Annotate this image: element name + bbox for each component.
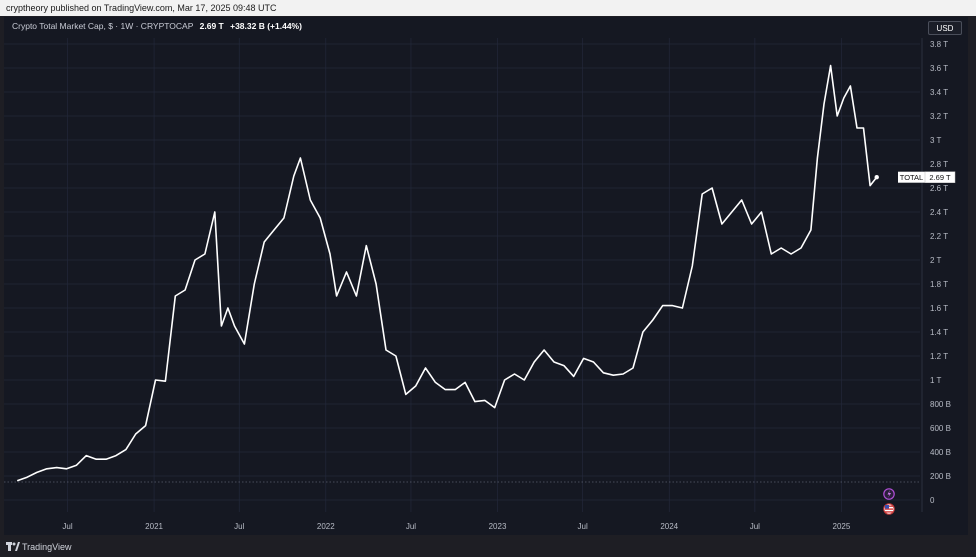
last-label-value: 2.69 T [929,173,951,182]
legend-title: Crypto Total Market Cap, $ · 1W · CRYPTO… [12,21,194,31]
currency-button[interactable]: USD [928,21,962,35]
x-tick-label: 2025 [833,522,851,531]
y-tick-label: 1.8 T [930,280,948,289]
y-tick-label: 3.6 T [930,64,948,73]
y-tick-label: 2.4 T [930,208,948,217]
published-text: cryptheory published on TradingView.com,… [6,3,277,13]
y-tick-label: 1.4 T [930,328,948,337]
x-tick-label: 2022 [317,522,335,531]
lightning-icon[interactable] [883,488,895,500]
footer-bar: TradingView [0,537,976,557]
last-point [874,175,879,180]
x-tick-label: Jul [234,522,244,531]
y-tick-label: 3.4 T [930,88,948,97]
chart-legend: Crypto Total Market Cap, $ · 1W · CRYPTO… [12,21,302,31]
brand-name[interactable]: TradingView [22,542,72,552]
y-tick-label: 800 B [930,400,951,409]
y-tick-label: 400 B [930,448,951,457]
y-tick-label: 2 T [930,256,942,265]
last-label-name: TOTAL [900,173,923,182]
time-axis: Jul 2021 Jul 2022 Jul 2023 Jul 2024 Jul 2025 [62,522,850,531]
y-tick-label: 2.6 T [930,184,948,193]
y-tick-label: 3.2 T [930,112,948,121]
series-points [874,175,879,180]
y-tick-label: 0 [930,496,935,505]
x-tick-label: Jul [750,522,760,531]
last-value-label: TOTAL 2.69 T [898,171,956,183]
published-header: cryptheory published on TradingView.com,… [0,0,976,16]
x-tick-label: 2021 [145,522,163,531]
y-tick-label: 1.6 T [930,304,948,313]
y-tick-label: 1 T [930,376,942,385]
x-tick-label: 2023 [489,522,507,531]
us-flag-icon[interactable] [883,503,895,515]
legend-value: 2.69 T [199,21,224,31]
y-tick-label: 2.8 T [930,160,948,169]
tradingview-logo-icon[interactable] [6,542,20,552]
x-tick-label: 2024 [660,522,678,531]
series-line-total [16,64,878,482]
y-tick-label: 600 B [930,424,951,433]
y-tick-label: 3.8 T [930,40,948,49]
last-label-value-box [924,171,956,183]
chart-grid [4,38,920,512]
x-tick-label: Jul [62,522,72,531]
chart-panel[interactable] [4,17,968,535]
last-label-name-box [898,171,925,183]
y-tick-label: 2.2 T [930,232,948,241]
price-axis: 0 200 B 400 B 600 B 800 B 1 T 1.2 T 1.4 T 1.6 T 1… [930,40,951,505]
y-tick-label: 3 T [930,136,942,145]
y-tick-label: 200 B [930,472,951,481]
y-tick-label: 1.2 T [930,352,948,361]
x-tick-label: Jul [578,522,588,531]
x-tick-label: Jul [406,522,416,531]
legend-change: +38.32 B (+1.44%) [230,21,302,31]
